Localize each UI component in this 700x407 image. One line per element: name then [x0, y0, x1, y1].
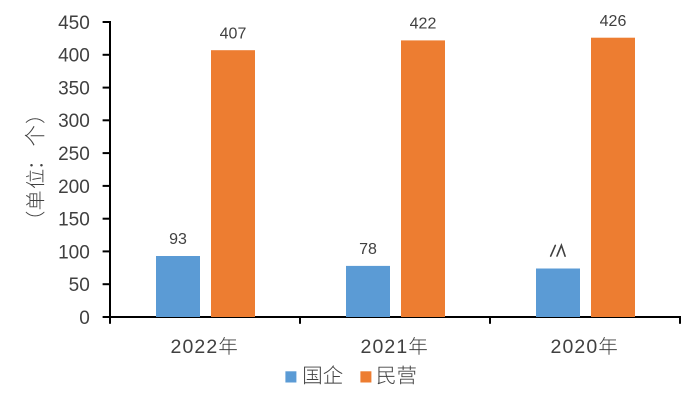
svg-text:250: 250 — [58, 144, 90, 165]
svg-text:50: 50 — [69, 275, 90, 296]
svg-text:150: 150 — [58, 210, 90, 231]
svg-text:78: 78 — [359, 241, 377, 258]
svg-text:300: 300 — [58, 111, 90, 132]
svg-text:200: 200 — [58, 177, 90, 198]
svg-text:350: 350 — [58, 79, 90, 100]
svg-text:100: 100 — [58, 242, 90, 263]
svg-text:2020: 2020 — [551, 336, 599, 358]
svg-text:426: 426 — [600, 13, 627, 30]
svg-text:2021: 2021 — [361, 336, 409, 358]
svg-text:407: 407 — [220, 25, 247, 42]
svg-text:400: 400 — [58, 46, 90, 67]
svg-text:450: 450 — [58, 13, 90, 34]
svg-text:422: 422 — [410, 16, 437, 33]
svg-text:0: 0 — [79, 308, 90, 329]
svg-text:93: 93 — [169, 231, 187, 248]
svg-text:2022: 2022 — [171, 336, 219, 358]
